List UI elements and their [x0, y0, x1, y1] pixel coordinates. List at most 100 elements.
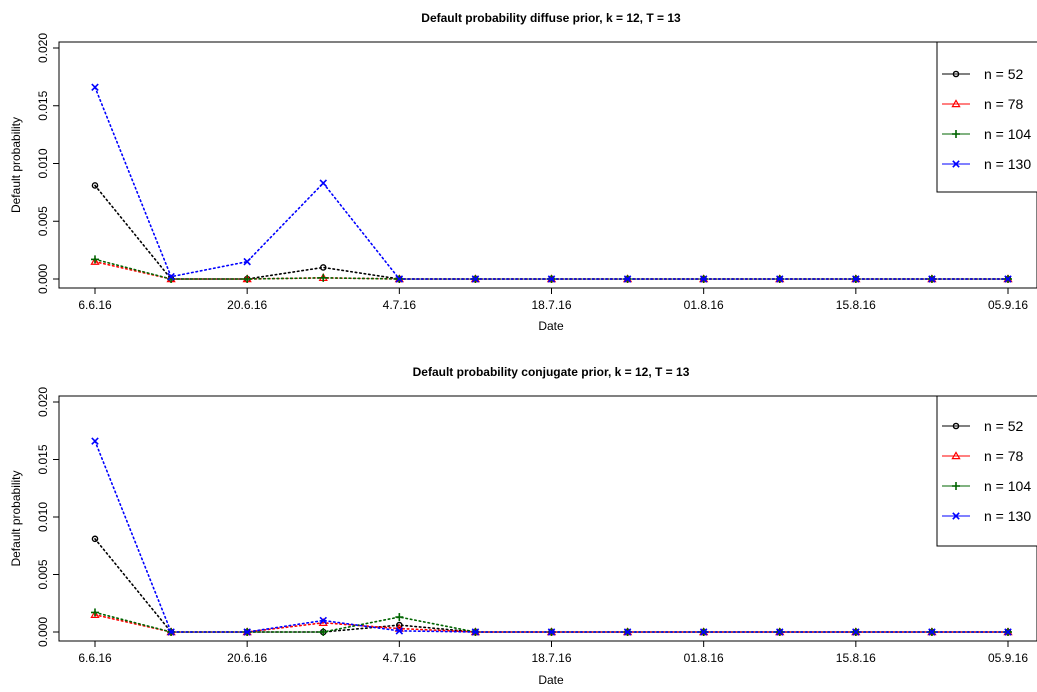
legend-marker — [952, 512, 960, 520]
legend-label: n = 104 — [984, 126, 1031, 142]
panel2-series-line — [94, 440, 1009, 633]
panel2-plot-frame — [58, 395, 1037, 642]
panel2-xtick-label: 15.8.16 — [836, 651, 876, 665]
panel2-data-point — [547, 628, 556, 636]
panel2-legend-item: n = 52 — [942, 418, 1024, 434]
panel1-data-point — [243, 257, 251, 266]
panel2-data-point — [699, 628, 708, 636]
panel1-data-point — [319, 264, 327, 271]
panel2-legend-item: n = 78 — [942, 448, 1024, 464]
panel2-series-1 — [91, 535, 1012, 636]
panel2-data-point — [167, 628, 175, 636]
panel1-legend-item: n = 52 — [942, 66, 1024, 82]
panel1-legend-item: n = 78 — [942, 96, 1024, 112]
legend-label: n = 52 — [984, 418, 1024, 434]
panel1-series-4 — [91, 83, 1012, 283]
panel1-data-point — [775, 275, 784, 283]
legend-marker — [951, 99, 961, 108]
panel2-data-point — [623, 628, 632, 636]
legend-label: n = 78 — [984, 448, 1024, 464]
panel2-data-point — [396, 621, 403, 629]
panel2-xtick-label: 01.8.16 — [684, 651, 724, 665]
panel2-xtick-label: 4.7.16 — [383, 651, 417, 665]
panel2-data-point — [91, 608, 99, 617]
legend-label: n = 130 — [984, 156, 1031, 172]
panel1-data-point — [91, 83, 99, 92]
panel1-data-point — [91, 255, 99, 264]
panel1-chart: Default probability diffuse prior, k = 1… — [9, 11, 1037, 333]
panel2-data-point — [90, 609, 100, 618]
legend-marker — [952, 130, 960, 138]
panel2-xtick-label: 18.7.16 — [531, 651, 571, 665]
panel2-ytick-label: 0.020 — [36, 387, 50, 417]
panel1-data-point — [547, 275, 556, 283]
panel1-data-point — [319, 179, 328, 187]
panel2-legend-item: n = 104 — [942, 478, 1031, 494]
panel1-xtick-label: 4.7.16 — [383, 298, 417, 312]
panel2-title: Default probability conjugate prior, k =… — [413, 365, 690, 379]
panel2-ytick-label: 0.005 — [36, 559, 50, 589]
panel2-data-point — [852, 628, 860, 636]
panel1-data-point — [1004, 275, 1012, 283]
panel2-legend: n = 52 n = 78 n = 104 n = 130 — [936, 395, 1037, 547]
legend-marker — [952, 482, 960, 490]
panel1-ytick-label: 0.020 — [36, 33, 50, 63]
panel1-xlabel: Date — [538, 319, 564, 333]
panel2-legend-item: n = 130 — [942, 508, 1031, 524]
panel1-ytick-label: 0.010 — [36, 148, 50, 178]
panel1-data-point — [699, 275, 708, 283]
panel1-ytick-label: 0.015 — [36, 90, 50, 120]
panel2-series-4 — [91, 437, 1012, 636]
legend-marker — [952, 70, 960, 78]
panel1-data-point — [319, 273, 328, 282]
panel2-series-line — [94, 538, 1009, 633]
panel2-data-point — [1004, 628, 1012, 636]
legend-marker — [952, 422, 960, 430]
panel2-xtick-label: 05.9.16 — [988, 651, 1028, 665]
panel1-xtick-label: 15.8.16 — [836, 298, 876, 312]
panel2-legend-box — [936, 395, 1037, 547]
legend-label: n = 130 — [984, 508, 1031, 524]
panel1-xtick-label: 01.8.16 — [684, 298, 724, 312]
panel1-ylabel: Default probability — [9, 117, 23, 213]
panel2-ytick-label: 0.015 — [36, 444, 50, 474]
panel2-data-point — [471, 628, 480, 636]
panel1-xtick-label: 6.6.16 — [78, 298, 112, 312]
panel2-data-point — [395, 613, 404, 622]
legend-marker — [952, 160, 960, 168]
panel2-ytick-label: 0.000 — [36, 617, 50, 647]
panel1-series-line — [94, 86, 1009, 280]
panel1-legend: n = 52 n = 78 n = 104 n = 130 — [936, 41, 1037, 193]
panel2-data-point — [928, 628, 936, 636]
panel1-data-point — [167, 272, 175, 281]
panel1-series-1 — [91, 182, 1012, 283]
panel1-data-point — [243, 275, 252, 283]
panel2-xtick-label: 6.6.16 — [78, 651, 112, 665]
panel1-data-point — [471, 275, 480, 283]
panel2-data-point — [91, 535, 99, 543]
legend-label: n = 104 — [984, 478, 1031, 494]
panel2-ytick-label: 0.010 — [36, 502, 50, 532]
panel2-ylabel: Default probability — [9, 470, 23, 566]
panel1-ytick-label: 0.000 — [36, 264, 50, 294]
panel1-legend-item: n = 130 — [942, 156, 1031, 172]
panel1-xtick-label: 20.6.16 — [227, 298, 267, 312]
panel2-data-point — [319, 616, 328, 625]
panel2-data-point — [775, 628, 784, 636]
panel1-ytick-label: 0.005 — [36, 206, 50, 236]
legend-label: n = 78 — [984, 96, 1024, 112]
panel1-data-point — [395, 275, 404, 283]
legend-marker — [951, 451, 961, 460]
panel1-title: Default probability diffuse prior, k = 1… — [421, 11, 681, 25]
panel1-data-point — [623, 275, 632, 283]
panel2-xlabel: Date — [538, 673, 564, 687]
panel1-xtick-label: 18.7.16 — [531, 298, 571, 312]
panel2-data-point — [243, 628, 251, 636]
legend-label: n = 52 — [984, 66, 1024, 82]
panel2-chart: Default probability conjugate prior, k =… — [9, 365, 1037, 687]
panel2-data-point — [319, 628, 328, 636]
panel1-data-point — [90, 256, 100, 265]
panel1-data-point — [852, 275, 860, 283]
